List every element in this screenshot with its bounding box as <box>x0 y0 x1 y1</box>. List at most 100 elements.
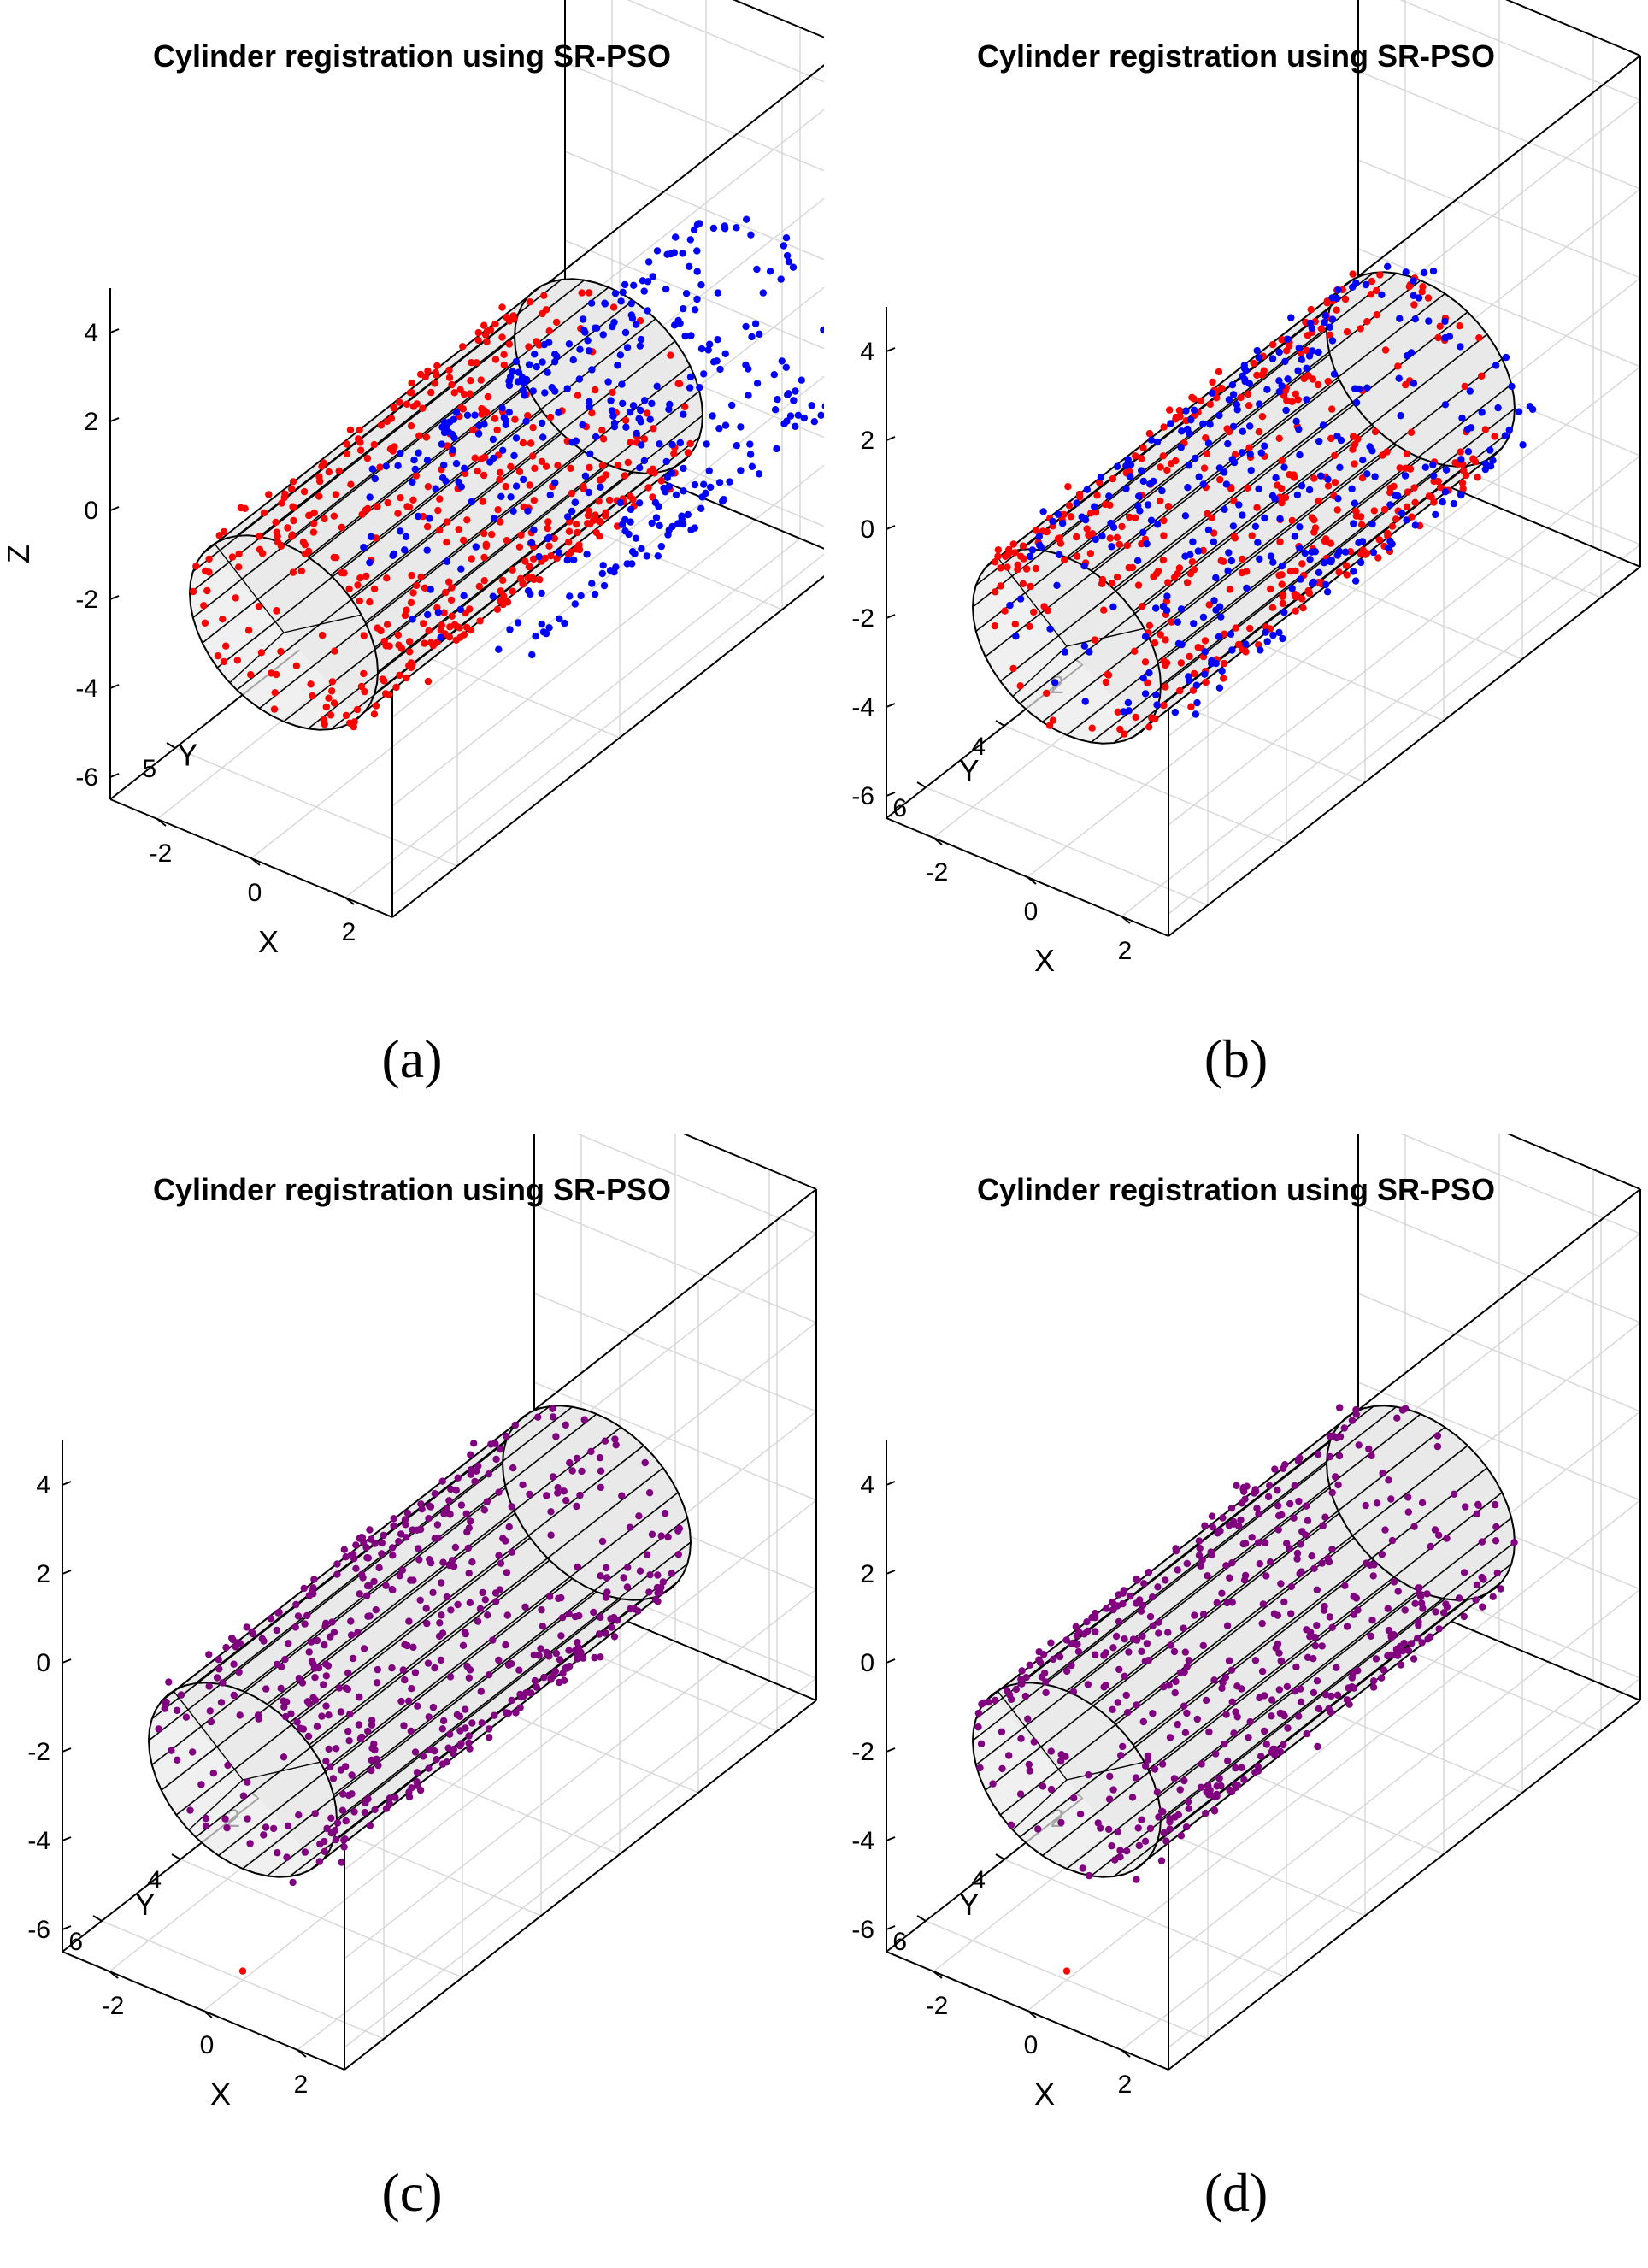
data-point <box>358 510 366 518</box>
data-point <box>693 247 701 255</box>
data-point <box>232 594 239 602</box>
data-point <box>821 403 824 409</box>
data-point <box>1369 1572 1377 1580</box>
data-point <box>460 536 468 545</box>
data-point <box>368 1766 375 1775</box>
data-point <box>715 425 723 433</box>
data-point <box>733 224 740 232</box>
data-point <box>620 1574 627 1582</box>
data-point <box>1315 348 1322 356</box>
data-point <box>1355 539 1363 546</box>
data-point <box>352 1564 360 1572</box>
x-tick-mark <box>933 837 943 845</box>
data-point <box>1165 1682 1173 1689</box>
z-tick-label: 2 <box>36 1560 50 1588</box>
z-tick-label: -2 <box>851 1738 874 1766</box>
data-point <box>496 468 504 476</box>
data-point <box>636 499 644 507</box>
data-point <box>474 328 482 337</box>
data-point <box>649 493 656 501</box>
cylinder-wire <box>216 410 543 669</box>
data-point <box>652 514 661 521</box>
data-point <box>1255 485 1262 492</box>
data-point <box>1330 370 1339 378</box>
data-point <box>437 633 444 641</box>
data-point <box>643 1551 651 1558</box>
data-point <box>1222 480 1231 488</box>
data-point <box>394 462 402 469</box>
data-point <box>700 370 708 378</box>
data-point <box>1153 438 1162 446</box>
data-point <box>1328 1546 1336 1553</box>
data-point <box>437 1656 445 1664</box>
data-point <box>1213 1599 1221 1607</box>
z-tick-mark <box>886 1570 896 1575</box>
data-point <box>502 1641 509 1649</box>
data-point <box>1084 1681 1092 1688</box>
data-point <box>389 1586 397 1594</box>
cylinder-near-rim <box>188 534 380 731</box>
data-point <box>1282 347 1291 355</box>
z-tick-label: -6 <box>851 782 874 810</box>
data-point <box>509 312 517 320</box>
data-point <box>565 1610 573 1618</box>
data-point <box>1318 1642 1326 1650</box>
data-point <box>1181 512 1190 520</box>
cylinder-surface <box>971 271 1516 745</box>
data-point <box>345 585 353 593</box>
z-tick-label: -6 <box>27 1916 50 1944</box>
data-point <box>1327 434 1335 443</box>
data-point <box>1224 567 1232 574</box>
data-point <box>580 485 587 492</box>
y-tick-label: 4 <box>147 1866 162 1894</box>
data-point <box>394 631 402 639</box>
cylinder-wire <box>330 472 656 730</box>
data-point <box>1087 510 1095 517</box>
data-point <box>407 598 415 607</box>
data-point <box>1154 567 1162 575</box>
data-point <box>628 548 637 556</box>
data-point <box>452 409 461 416</box>
y-tick-label: 6 <box>68 1928 83 1956</box>
data-point <box>611 1435 619 1443</box>
data-point <box>1064 483 1072 491</box>
data-point <box>1035 1656 1043 1664</box>
data-point <box>396 398 403 406</box>
data-point <box>1138 1647 1145 1655</box>
data-point <box>409 589 417 597</box>
data-point <box>438 1725 446 1733</box>
cylinder-wire <box>189 336 515 594</box>
data-point <box>273 1660 281 1669</box>
data-point <box>1043 689 1051 698</box>
data-point <box>316 1840 324 1848</box>
data-point <box>405 1617 413 1625</box>
data-point <box>417 573 425 581</box>
data-point <box>1202 1696 1210 1705</box>
data-point <box>407 1727 415 1735</box>
data-point <box>389 1544 397 1552</box>
data-point <box>598 427 606 434</box>
data-point <box>1030 608 1038 616</box>
data-point <box>709 412 716 420</box>
data-point <box>1326 1613 1333 1621</box>
data-point <box>526 1490 533 1499</box>
data-point <box>462 1510 470 1517</box>
data-point <box>628 560 636 568</box>
data-point <box>1251 522 1260 530</box>
data-point <box>1103 1605 1110 1612</box>
data-point <box>1279 599 1286 608</box>
data-point <box>342 711 350 720</box>
data-point <box>1253 1505 1261 1512</box>
data-point <box>383 574 391 582</box>
cylinder-spoke <box>1066 1761 1145 1781</box>
data-point <box>1198 1760 1205 1768</box>
cylinder-wire <box>999 1537 1355 1816</box>
data-point <box>574 392 582 399</box>
data-point <box>352 1541 360 1549</box>
data-point <box>1341 548 1350 556</box>
data-point <box>236 1640 244 1647</box>
z-tick-mark <box>62 1925 72 1930</box>
data-point <box>1172 457 1180 465</box>
data-point <box>551 1668 560 1676</box>
data-point <box>331 1827 338 1835</box>
